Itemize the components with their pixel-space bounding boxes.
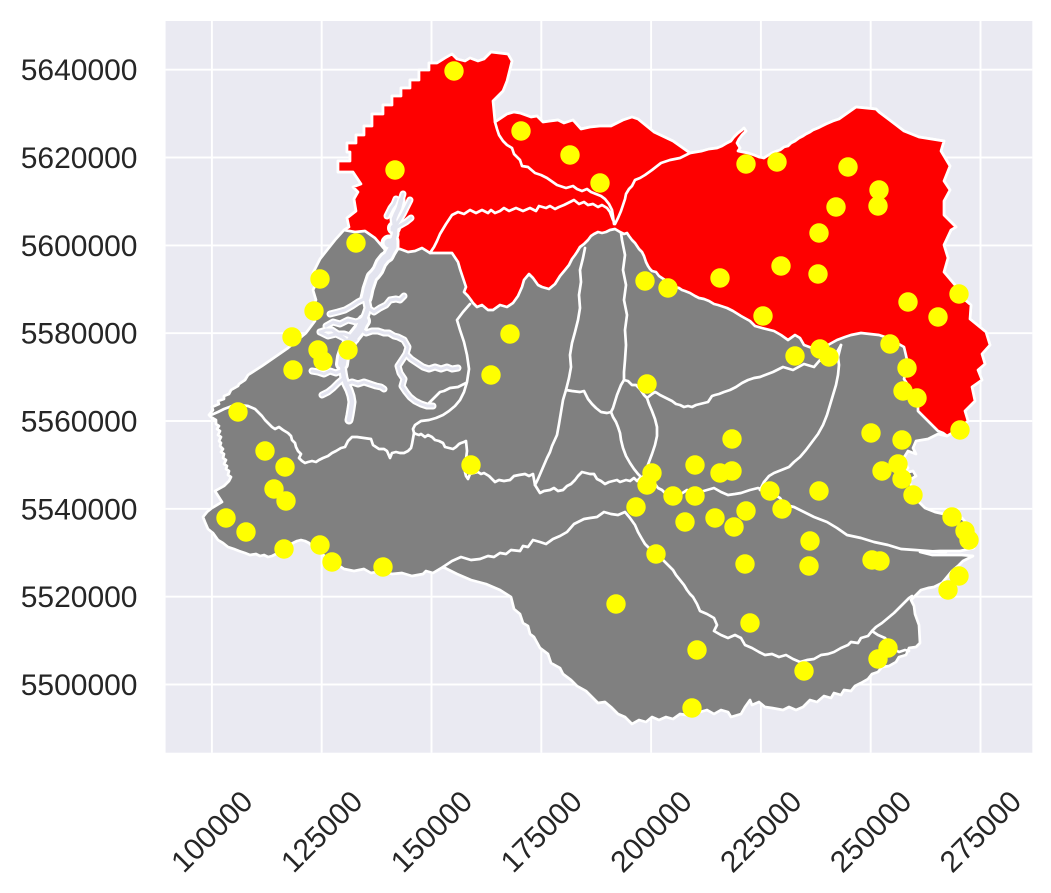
svg-text:100000: 100000 [165, 785, 259, 879]
svg-text:275000: 275000 [934, 785, 1028, 879]
svg-text:5620000: 5620000 [21, 142, 138, 175]
svg-text:125000: 125000 [275, 785, 369, 879]
svg-text:5560000: 5560000 [21, 406, 138, 439]
svg-text:5580000: 5580000 [21, 318, 138, 351]
svg-text:5520000: 5520000 [21, 581, 138, 614]
svg-text:175000: 175000 [495, 785, 589, 879]
svg-text:5500000: 5500000 [21, 669, 138, 702]
svg-text:150000: 150000 [385, 785, 479, 879]
svg-text:5540000: 5540000 [21, 493, 138, 526]
svg-text:225000: 225000 [714, 785, 808, 879]
svg-text:5640000: 5640000 [21, 54, 138, 87]
svg-text:250000: 250000 [824, 785, 918, 879]
svg-text:200000: 200000 [604, 785, 698, 879]
svg-text:5600000: 5600000 [21, 230, 138, 263]
